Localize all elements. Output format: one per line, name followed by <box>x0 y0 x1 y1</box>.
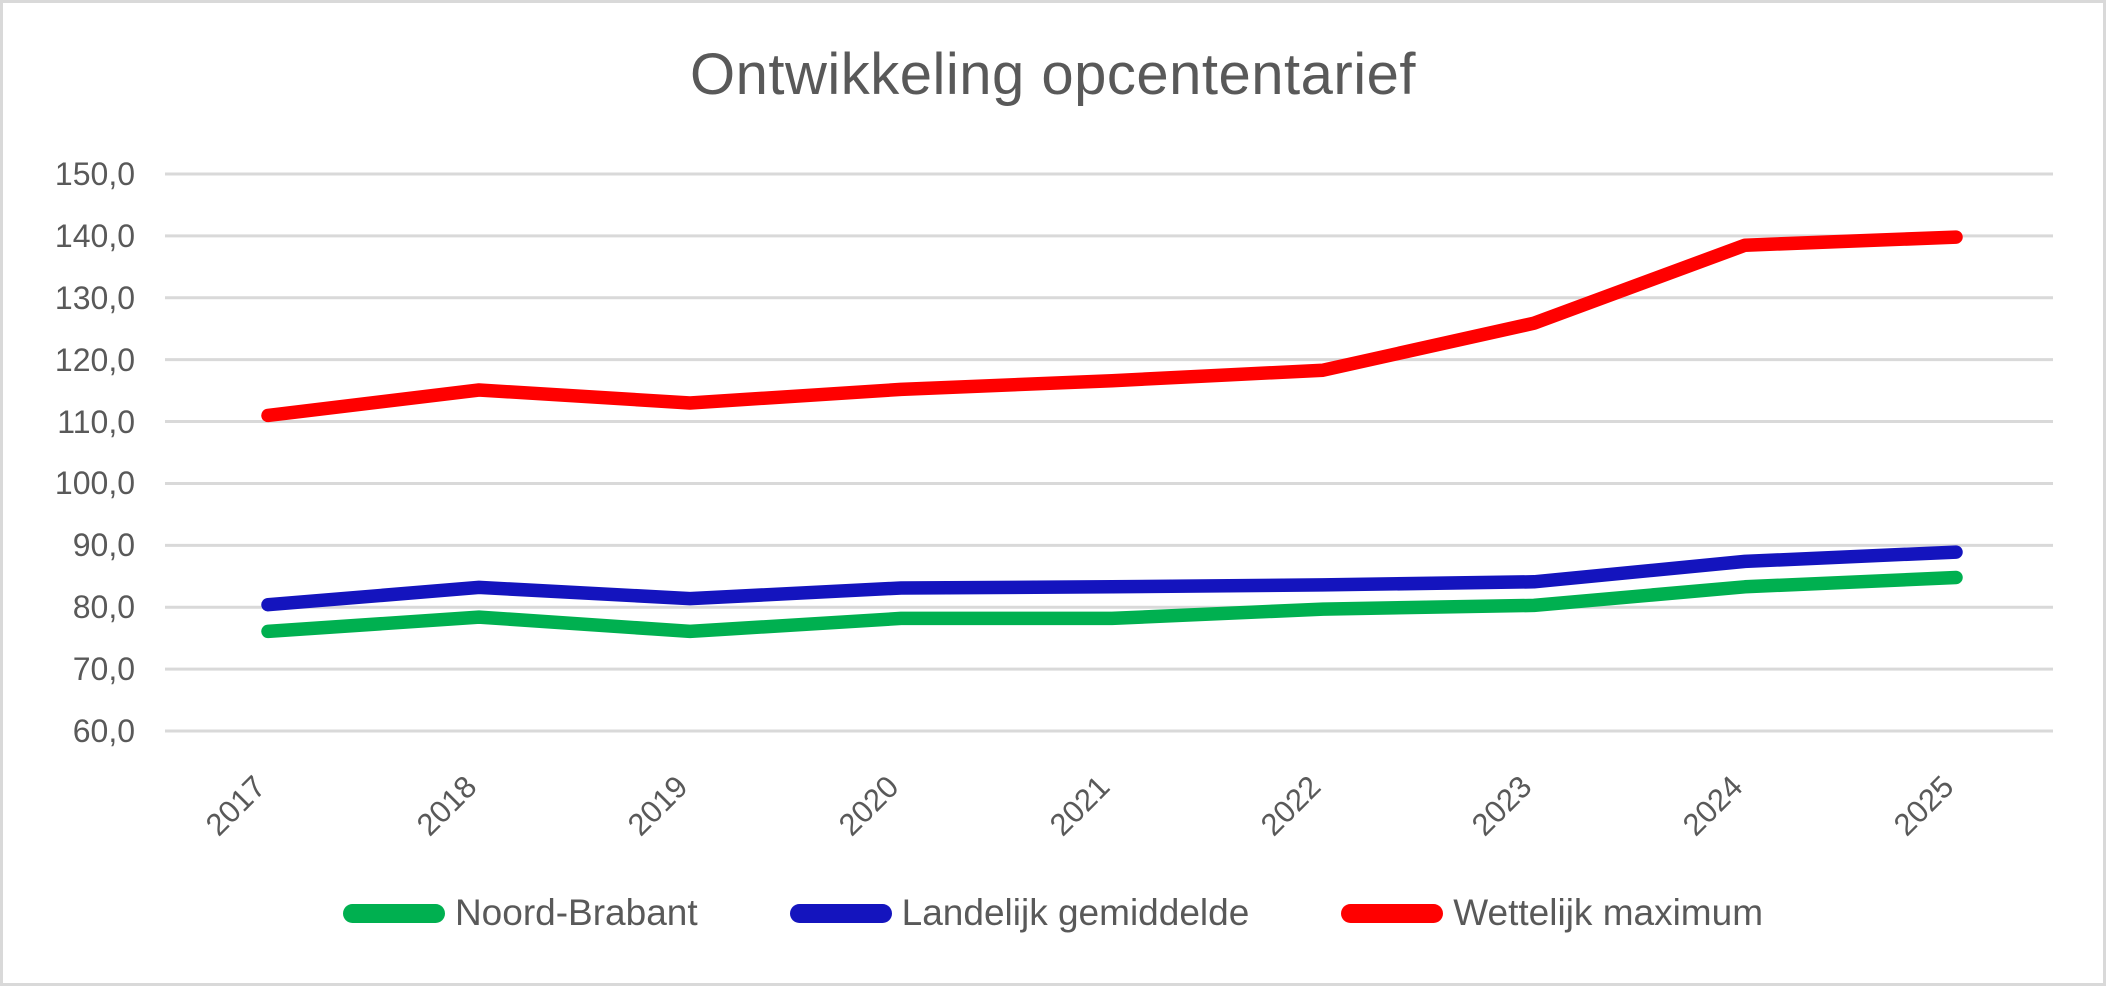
y-axis-tick-label: 60,0 <box>72 713 135 749</box>
y-axis-tick-label: 140,0 <box>54 217 135 254</box>
legend-label: Wettelijk maximum <box>1453 892 1764 933</box>
legend: Noord-Brabant Landelijk gemiddelde Wetteli… <box>3 892 2103 934</box>
gridlines <box>165 172 2053 733</box>
chart-title: Ontwikkeling opcententarief <box>689 42 1416 107</box>
y-axis-tick-label: 100,0 <box>54 465 135 502</box>
y-axis-tick-label: 110,0 <box>57 403 135 440</box>
series-line-landelijk-gemiddelde <box>261 545 1963 612</box>
legend-item-wettelijk-maximum: Wettelijk maximum <box>1341 892 1763 934</box>
y-axis-tick-label: 120,0 <box>54 341 135 378</box>
legend-swatch-icon <box>342 903 445 923</box>
series-lines <box>261 230 1963 639</box>
legend-swatch-icon <box>789 903 892 923</box>
y-axis-tick-label: 80,0 <box>72 589 135 626</box>
plot-area <box>165 172 2053 733</box>
legend-swatch-icon <box>1341 903 1444 923</box>
y-axis-tick-label: 130,0 <box>54 279 135 316</box>
legend-item-noord-brabant: Noord-Brabant <box>342 892 698 934</box>
legend-label: Noord-Brabant <box>454 892 698 933</box>
series-line-wettelijk-maximum <box>261 230 1963 423</box>
y-axis-tick-label: 150,0 <box>54 156 135 192</box>
y-axis-tick-label: 70,0 <box>72 651 135 688</box>
legend-label: Landelijk gemiddelde <box>901 892 1250 933</box>
series-line-noord-brabant <box>261 570 1963 639</box>
legend-item-landelijk-gemiddelde: Landelijk gemiddelde <box>789 892 1250 934</box>
y-axis-tick-label: 90,0 <box>72 527 135 564</box>
